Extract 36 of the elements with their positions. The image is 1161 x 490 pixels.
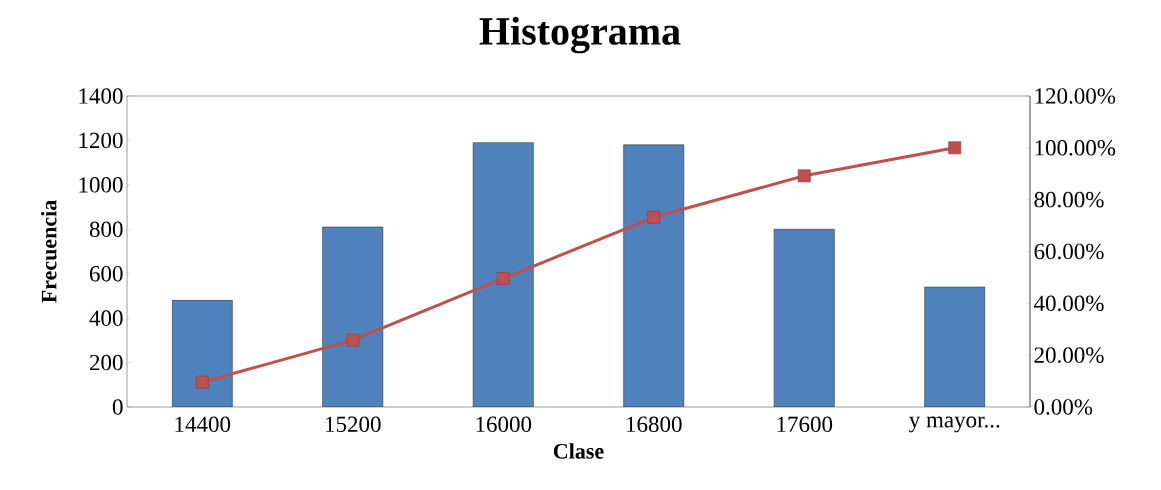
point — [797, 169, 811, 183]
y-tick-label: 0 — [112, 399, 123, 415]
y-tick-label: 1000 — [79, 177, 123, 193]
y-tick-label: 400 — [89, 310, 123, 326]
x-tick-label: 15200 — [326, 416, 381, 433]
point — [647, 210, 661, 224]
bar — [171, 300, 233, 407]
bar — [773, 228, 835, 407]
bar — [472, 142, 534, 407]
bar — [924, 286, 986, 407]
point — [948, 141, 962, 155]
y2-tick-label: 0.00% — [1034, 399, 1093, 415]
point — [496, 272, 510, 285]
y2-tick-label: 120.00% — [1035, 88, 1116, 104]
y-axis-title: Frecuencia — [41, 200, 57, 303]
x-tick-label: y mayor... — [909, 416, 1000, 433]
x-axis-title: Clase — [553, 443, 604, 459]
x-tick-label: 17600 — [777, 416, 833, 433]
y-tick-label: 1200 — [79, 132, 123, 149]
bar — [322, 226, 384, 407]
x-tick-label: 14400 — [175, 416, 231, 433]
y2-tick-label: 100.00% — [1035, 140, 1116, 156]
x-tick-label: 16000 — [476, 416, 532, 433]
bar — [623, 144, 685, 407]
y-tick-label: 600 — [89, 265, 123, 282]
y2-tick-label: 80.00% — [1034, 191, 1104, 208]
chart-title: Histograma — [479, 16, 681, 54]
y2-tick-label: 60.00% — [1034, 243, 1104, 260]
x-tick-label: 16800 — [627, 416, 682, 433]
y-tick-label: 1400 — [79, 88, 123, 104]
point — [346, 333, 360, 347]
point — [195, 375, 209, 389]
y2-tick-label: 40.00% — [1034, 295, 1104, 312]
y-tick-label: 800 — [89, 221, 123, 238]
y2-tick-label: 20.00% — [1034, 347, 1104, 363]
y-tick-label: 200 — [89, 354, 123, 371]
